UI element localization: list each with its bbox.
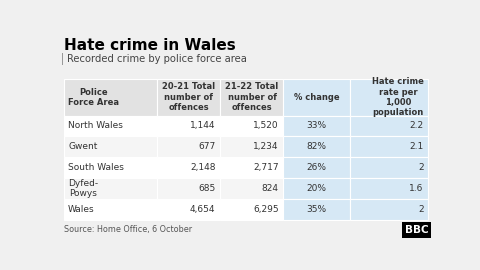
Text: 1,234: 1,234 — [253, 142, 279, 151]
Bar — [283, 178, 350, 199]
Text: Recorded crime by police force area: Recorded crime by police force area — [67, 54, 247, 64]
Text: 1,144: 1,144 — [190, 122, 216, 130]
Bar — [350, 157, 428, 178]
Text: 20-21 Total
number of
offences: 20-21 Total number of offences — [162, 82, 216, 112]
Text: Hate crime
rate per
1,000
population: Hate crime rate per 1,000 population — [372, 77, 424, 117]
Text: BBC: BBC — [405, 225, 428, 235]
Text: South Wales: South Wales — [68, 163, 124, 172]
Bar — [220, 157, 283, 178]
Text: 677: 677 — [198, 142, 216, 151]
Text: 82%: 82% — [307, 142, 327, 151]
Bar — [220, 79, 283, 116]
Bar — [350, 178, 428, 199]
Text: Police
Force Area: Police Force Area — [68, 88, 119, 107]
Bar — [350, 116, 428, 136]
Text: 2: 2 — [418, 163, 424, 172]
Text: 6,295: 6,295 — [253, 205, 279, 214]
Text: 2,717: 2,717 — [253, 163, 279, 172]
Text: Dyfed-
Powys: Dyfed- Powys — [68, 179, 98, 198]
Text: Wales: Wales — [68, 205, 95, 214]
Text: North Wales: North Wales — [68, 122, 123, 130]
Text: Gwent: Gwent — [68, 142, 97, 151]
Bar — [283, 116, 350, 136]
Bar — [64, 79, 156, 116]
Text: 2: 2 — [418, 205, 424, 214]
Bar — [156, 79, 220, 116]
Text: 824: 824 — [262, 184, 279, 193]
Bar — [156, 136, 220, 157]
Bar — [156, 116, 220, 136]
Text: 2.1: 2.1 — [409, 142, 424, 151]
Text: Source: Home Office, 6 October: Source: Home Office, 6 October — [64, 225, 192, 234]
Text: 1.6: 1.6 — [409, 184, 424, 193]
Text: Hate crime in Wales: Hate crime in Wales — [64, 38, 236, 53]
Text: 20%: 20% — [307, 184, 327, 193]
Bar — [64, 136, 156, 157]
Text: 4,654: 4,654 — [190, 205, 216, 214]
Bar — [283, 199, 350, 220]
Text: 33%: 33% — [307, 122, 327, 130]
Bar — [220, 178, 283, 199]
Text: 21-22 Total
number of
offences: 21-22 Total number of offences — [226, 82, 279, 112]
Bar — [283, 79, 350, 116]
Bar — [220, 116, 283, 136]
Text: % change: % change — [294, 93, 339, 102]
Bar — [350, 79, 428, 116]
Bar — [350, 136, 428, 157]
Text: 1,520: 1,520 — [253, 122, 279, 130]
Text: 685: 685 — [198, 184, 216, 193]
Text: 35%: 35% — [307, 205, 327, 214]
Bar — [64, 116, 156, 136]
Bar — [64, 178, 156, 199]
Text: 2.2: 2.2 — [410, 122, 424, 130]
Bar — [62, 53, 63, 65]
Bar — [283, 136, 350, 157]
Text: 2,148: 2,148 — [190, 163, 216, 172]
Bar — [350, 199, 428, 220]
Bar — [64, 157, 156, 178]
Bar — [156, 199, 220, 220]
Bar — [156, 157, 220, 178]
Bar — [220, 199, 283, 220]
Text: 26%: 26% — [307, 163, 327, 172]
Bar — [283, 157, 350, 178]
Bar — [64, 199, 156, 220]
Bar — [156, 178, 220, 199]
Bar — [220, 136, 283, 157]
